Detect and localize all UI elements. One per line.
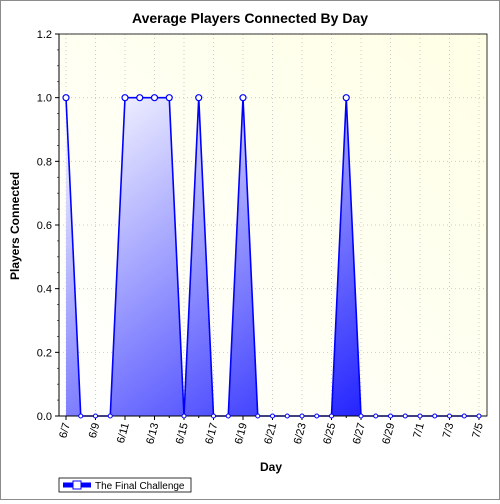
data-point xyxy=(388,413,393,419)
x-tick-label: 6/9 xyxy=(87,422,103,440)
data-point xyxy=(314,413,320,419)
data-point xyxy=(255,413,261,419)
data-point xyxy=(476,413,482,419)
data-point xyxy=(93,413,98,419)
data-point xyxy=(447,413,452,419)
x-tick-label: 6/29 xyxy=(380,422,397,446)
x-tick-label: 7/3 xyxy=(441,422,457,440)
data-point xyxy=(373,413,379,419)
data-point xyxy=(432,413,438,419)
x-tick-label: 6/11 xyxy=(115,422,132,445)
legend-box xyxy=(58,477,192,493)
x-axis-title: Day xyxy=(260,460,282,474)
data-point xyxy=(299,413,305,419)
data-point xyxy=(150,94,159,102)
x-tick-labels: 6/7 6/9 6/11 6/13 6/15 6/17 6/19 6/21 6/23 6/25 6/… xyxy=(57,422,486,446)
y-axis-title: Players Connected xyxy=(8,172,22,280)
x-tick-label: 6/7 xyxy=(57,422,73,440)
x-tick-label: 6/19 xyxy=(233,422,250,446)
data-point xyxy=(107,413,113,419)
data-point xyxy=(284,413,290,419)
y-tick-label: 0.8 xyxy=(37,156,52,168)
x-tick-label: 6/21 xyxy=(262,422,279,446)
data-point xyxy=(358,413,364,419)
data-point xyxy=(181,413,187,419)
x-tick-label: 6/23 xyxy=(292,422,309,446)
data-point xyxy=(121,94,129,102)
data-point xyxy=(62,94,70,102)
y-tick-label: 1.2 xyxy=(37,29,52,41)
legend: The Final Challenge xyxy=(58,477,192,493)
legend-swatch-marker xyxy=(72,480,82,490)
data-point xyxy=(211,413,216,419)
data-point xyxy=(165,94,173,102)
data-point xyxy=(329,413,334,419)
x-tick-label: 6/27 xyxy=(351,422,368,446)
data-point xyxy=(225,413,231,419)
data-point xyxy=(270,413,275,419)
data-point xyxy=(402,413,408,419)
y-tick-label: 0.4 xyxy=(37,284,52,296)
data-point xyxy=(136,94,144,102)
y-tick-label: 0.0 xyxy=(37,411,52,423)
x-tick-label: 7/5 xyxy=(470,422,486,440)
data-point xyxy=(417,413,423,419)
legend-label: The Final Challenge xyxy=(95,481,185,492)
data-point xyxy=(461,413,467,419)
x-tick-label: 6/25 xyxy=(321,422,338,446)
x-tick-label: 7/1 xyxy=(411,422,427,440)
y-tick-label: 1.0 xyxy=(37,93,52,105)
data-point xyxy=(78,413,84,419)
data-point xyxy=(342,94,350,102)
x-tick-label: 6/15 xyxy=(174,422,191,446)
series-area-fill xyxy=(66,97,479,417)
data-point xyxy=(195,94,203,102)
y-tick-label: 0.2 xyxy=(37,347,52,359)
data-point xyxy=(239,94,247,102)
chart-title: Average Players Connected By Day xyxy=(132,10,368,26)
y-tick-labels: 0.0 0.2 0.4 0.6 0.8 1.0 1.2 xyxy=(37,29,52,423)
x-tick-label: 6/13 xyxy=(144,422,161,446)
y-tick-label: 0.6 xyxy=(37,220,52,232)
x-tick-label: 6/17 xyxy=(203,422,220,446)
series-markers xyxy=(62,94,482,419)
